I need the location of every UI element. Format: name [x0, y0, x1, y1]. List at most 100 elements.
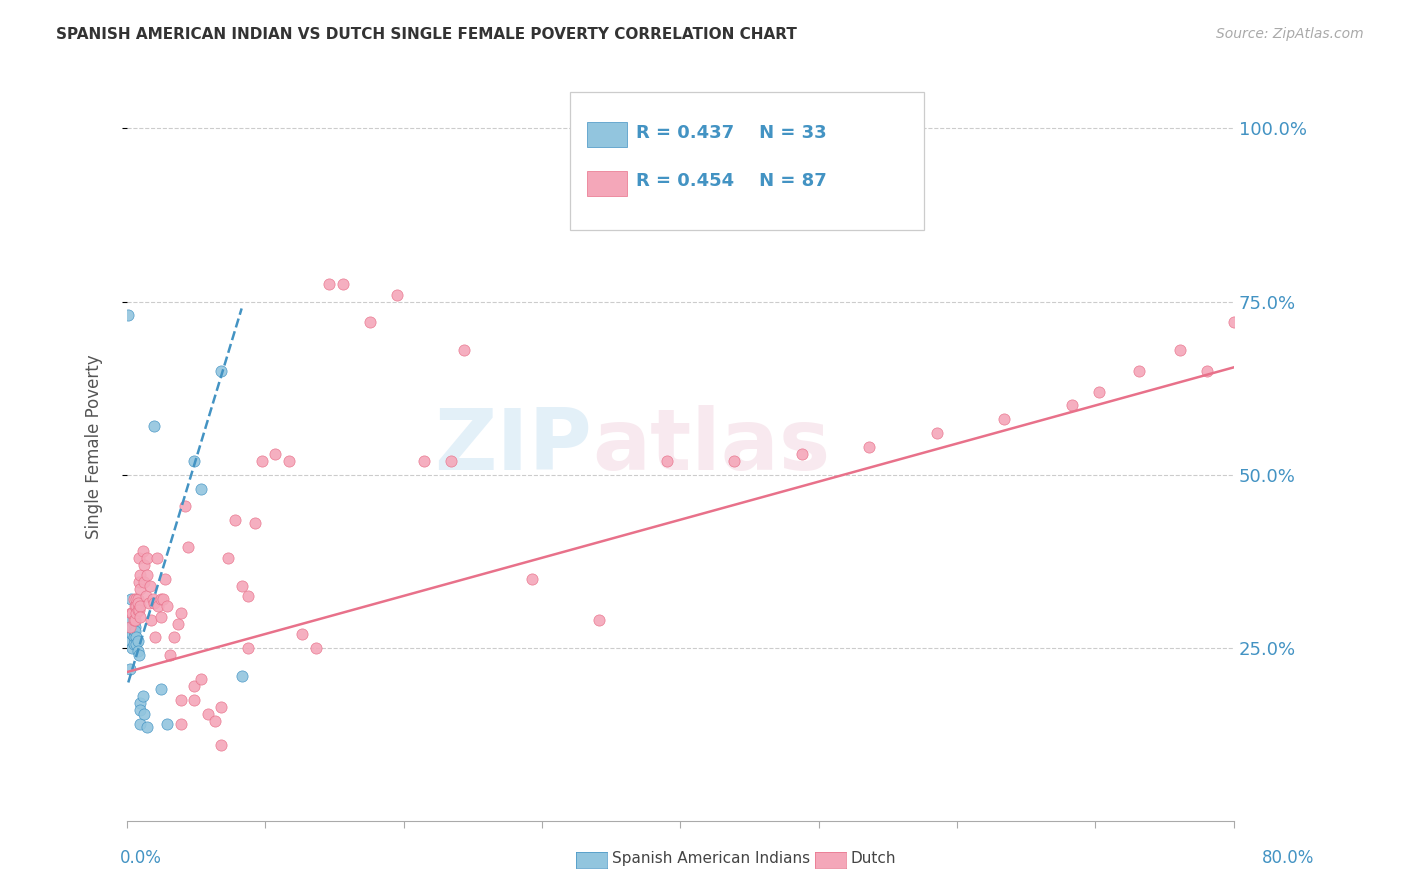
Point — [1195, 364, 1218, 378]
Point — [134, 706, 156, 721]
Point — [170, 717, 193, 731]
Point — [149, 592, 172, 607]
Point — [156, 599, 179, 614]
Point — [141, 613, 163, 627]
Point — [138, 596, 160, 610]
Point — [129, 696, 152, 710]
Point — [118, 662, 141, 676]
Point — [124, 613, 146, 627]
Point — [121, 640, 143, 655]
Point — [993, 412, 1015, 426]
Point — [142, 419, 165, 434]
Point — [124, 599, 146, 614]
Point — [723, 454, 745, 468]
Text: atlas: atlas — [592, 406, 830, 489]
Point — [129, 568, 152, 582]
Point — [858, 440, 880, 454]
Point — [125, 606, 148, 620]
Point — [117, 309, 139, 323]
Point — [277, 454, 299, 468]
Point — [209, 738, 232, 752]
Point — [153, 572, 176, 586]
Point — [124, 620, 146, 634]
FancyBboxPatch shape — [588, 171, 627, 196]
Point — [305, 640, 328, 655]
Point — [655, 454, 678, 468]
Point — [224, 513, 246, 527]
Point — [127, 634, 149, 648]
Point — [385, 287, 408, 301]
Point — [128, 550, 150, 565]
Point — [127, 596, 149, 610]
Point — [176, 541, 198, 555]
Point — [122, 631, 145, 645]
Point — [122, 592, 145, 607]
Point — [125, 592, 148, 607]
Point — [167, 616, 190, 631]
Point — [588, 613, 610, 627]
Point — [209, 699, 232, 714]
Point — [128, 575, 150, 590]
Point — [146, 599, 169, 614]
Point — [136, 568, 159, 582]
Point — [1060, 399, 1083, 413]
FancyBboxPatch shape — [588, 121, 627, 147]
Text: 0.0%: 0.0% — [120, 849, 162, 867]
Point — [238, 640, 260, 655]
Point — [1128, 364, 1150, 378]
Point — [163, 631, 186, 645]
Point — [209, 364, 232, 378]
Point — [121, 627, 143, 641]
Point — [183, 679, 205, 693]
Point — [120, 613, 142, 627]
Point — [125, 631, 148, 645]
Text: Spanish American Indians: Spanish American Indians — [612, 851, 810, 865]
Point — [231, 578, 253, 592]
Point — [145, 550, 167, 565]
Point — [125, 637, 148, 651]
Text: R = 0.437    N = 33: R = 0.437 N = 33 — [636, 124, 827, 142]
Point — [142, 596, 165, 610]
Point — [129, 703, 152, 717]
Point — [170, 693, 193, 707]
Text: SPANISH AMERICAN INDIAN VS DUTCH SINGLE FEMALE POVERTY CORRELATION CHART: SPANISH AMERICAN INDIAN VS DUTCH SINGLE … — [56, 27, 797, 42]
Point — [125, 599, 148, 614]
Point — [291, 627, 314, 641]
Point — [156, 717, 179, 731]
Point — [127, 603, 149, 617]
Point — [127, 644, 149, 658]
Point — [149, 609, 172, 624]
Y-axis label: Single Female Poverty: Single Female Poverty — [86, 355, 103, 540]
Point — [122, 624, 145, 638]
Point — [250, 454, 273, 468]
Point — [174, 499, 197, 513]
Point — [122, 616, 145, 631]
Text: Dutch: Dutch — [851, 851, 896, 865]
Point — [120, 606, 142, 620]
Point — [143, 631, 166, 645]
Point — [135, 589, 157, 603]
Point — [1088, 384, 1111, 399]
Point — [136, 721, 159, 735]
Point — [134, 575, 156, 590]
Text: ZIP: ZIP — [434, 406, 592, 489]
Point — [238, 589, 260, 603]
Point — [120, 592, 142, 607]
Point — [121, 620, 143, 634]
Point — [132, 690, 155, 704]
Point — [197, 706, 219, 721]
Point — [122, 613, 145, 627]
Point — [136, 550, 159, 565]
Text: R = 0.454    N = 87: R = 0.454 N = 87 — [636, 172, 827, 191]
Point — [170, 606, 193, 620]
Point — [118, 620, 141, 634]
Point — [129, 609, 152, 624]
Point — [129, 599, 152, 614]
Point — [318, 277, 340, 292]
Point — [122, 637, 145, 651]
Point — [204, 714, 226, 728]
Point — [183, 454, 205, 468]
Point — [142, 592, 165, 607]
FancyBboxPatch shape — [569, 92, 924, 230]
Point — [1168, 343, 1191, 357]
